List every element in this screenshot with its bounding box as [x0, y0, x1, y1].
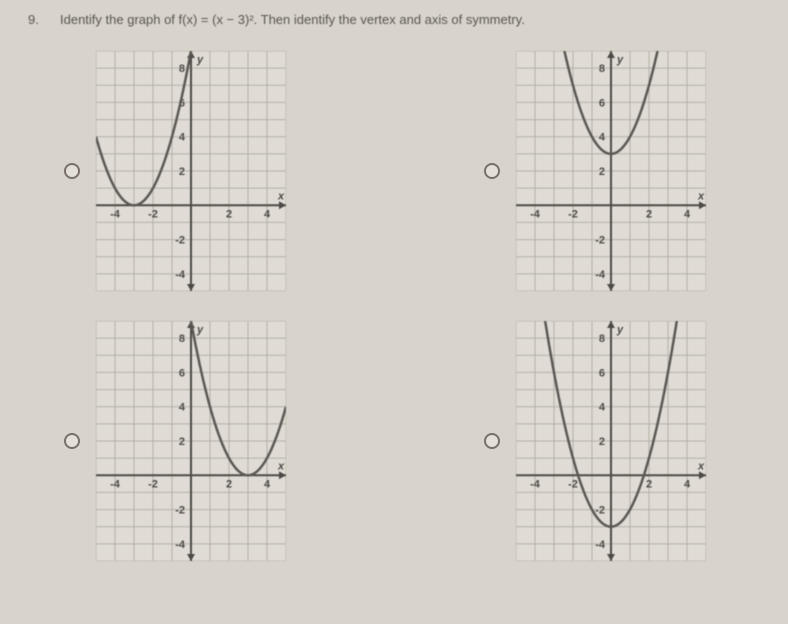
svg-text:2: 2: [226, 478, 232, 490]
radio-b[interactable]: [484, 163, 500, 179]
svg-text:-2: -2: [148, 208, 158, 220]
svg-text:4: 4: [684, 478, 691, 490]
svg-text:y: y: [196, 324, 204, 336]
svg-text:4: 4: [264, 478, 271, 490]
svg-text:2: 2: [646, 478, 652, 490]
question-text: Identify the graph of f(x) = (x − 3)². T…: [24, 12, 764, 27]
svg-text:x: x: [697, 460, 705, 472]
svg-text:-4: -4: [175, 269, 186, 281]
svg-text:-2: -2: [595, 505, 605, 517]
svg-text:6: 6: [179, 367, 185, 379]
svg-text:y: y: [616, 324, 624, 336]
svg-text:2: 2: [179, 436, 185, 448]
svg-text:8: 8: [179, 333, 185, 345]
svg-text:4: 4: [179, 402, 186, 414]
svg-text:y: y: [196, 54, 204, 66]
svg-text:2: 2: [599, 436, 605, 448]
svg-text:-2: -2: [568, 208, 578, 220]
svg-text:2: 2: [599, 166, 605, 178]
option-a[interactable]: -4-2242468-2-4xy: [64, 51, 304, 291]
svg-text:-2: -2: [175, 505, 185, 517]
svg-text:-2: -2: [148, 478, 158, 490]
svg-text:x: x: [697, 190, 705, 202]
svg-text:6: 6: [599, 97, 605, 109]
svg-text:-4: -4: [175, 539, 186, 551]
svg-text:-4: -4: [595, 269, 606, 281]
radio-c[interactable]: [64, 433, 80, 449]
svg-text:8: 8: [599, 333, 605, 345]
svg-text:4: 4: [684, 208, 691, 220]
svg-text:4: 4: [599, 402, 606, 414]
radio-d[interactable]: [484, 433, 500, 449]
chart-d: -4 -2 2 4 2 4 6 8 -2 -4 x y: [516, 321, 706, 561]
svg-text:-2: -2: [595, 235, 605, 247]
svg-text:2: 2: [226, 208, 232, 220]
svg-text:4: 4: [599, 132, 606, 144]
option-d[interactable]: -4 -2 2 4 2 4 6 8 -2 -4 x y: [484, 321, 724, 561]
svg-text:8: 8: [599, 63, 605, 75]
svg-text:x: x: [277, 460, 285, 472]
svg-text:-4: -4: [110, 208, 121, 220]
option-b[interactable]: -4 -2 2 4 2 4 6 8 -2 -4 x y: [484, 51, 724, 291]
svg-text:2: 2: [646, 208, 652, 220]
svg-text:8: 8: [179, 63, 185, 75]
svg-text:-4: -4: [530, 478, 541, 490]
svg-text:4: 4: [179, 132, 186, 144]
svg-text:-4: -4: [530, 208, 541, 220]
radio-a[interactable]: [64, 163, 80, 179]
options-grid: -4 -2 2 4 2 4 6 8 -2 -4 x y -4 -2 2 4 2 4 6 8 -2 -4 x y -4 -2 2 4…: [24, 51, 764, 561]
svg-text:y: y: [616, 54, 624, 66]
svg-text:-2: -2: [568, 478, 578, 490]
chart-b: -4 -2 2 4 2 4 6 8 -2 -4 x y: [516, 51, 706, 291]
chart-c: -4 -2 2 4 2 4 6 8 -2 -4 x y: [96, 321, 286, 561]
chart-a: -4-2242468-2-4xy: [96, 51, 286, 291]
svg-text:4: 4: [264, 208, 271, 220]
option-c[interactable]: -4 -2 2 4 2 4 6 8 -2 -4 x y: [64, 321, 304, 561]
svg-text:-2: -2: [175, 235, 185, 247]
svg-text:-4: -4: [595, 539, 606, 551]
svg-text:2: 2: [179, 166, 185, 178]
svg-text:6: 6: [599, 367, 605, 379]
svg-text:x: x: [277, 190, 285, 202]
svg-text:-4: -4: [110, 478, 121, 490]
